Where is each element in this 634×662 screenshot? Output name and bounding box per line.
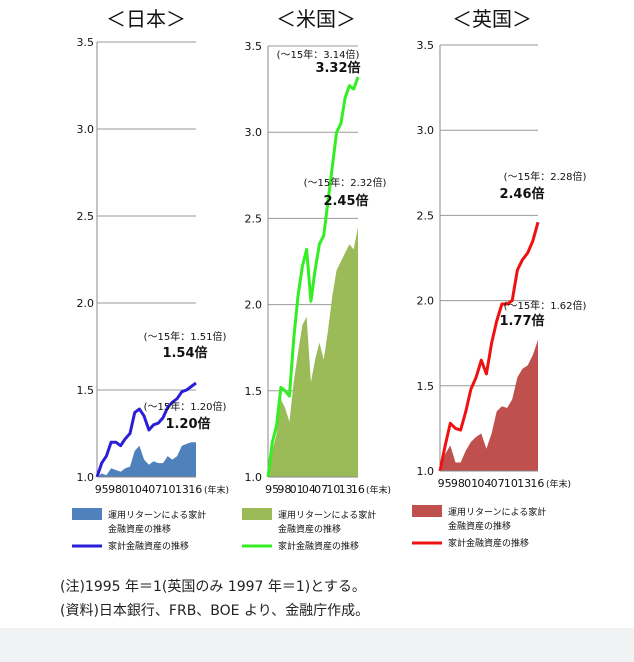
x-tick-label: 10 [162,483,176,496]
chart-title: ＜英国＞ [452,7,532,31]
legend-area-label: 金融資産の推移 [108,523,171,535]
y-tick-label: 2.5 [245,212,263,225]
x-tick-label: 13 [517,477,531,490]
x-axis-unit: (年末) [546,478,571,490]
x-tick-label: 01 [464,477,478,490]
y-tick-label: 1.5 [417,380,435,393]
x-tick-label: 95 [265,483,279,496]
area-annotation-value: 1.20倍 [165,416,210,432]
bottom-band [0,628,634,662]
area-series [97,442,196,477]
y-tick-label: 2.0 [417,295,435,308]
x-tick-label: 04 [302,483,316,496]
x-tick-label: 07 [314,483,328,496]
line-series [266,76,360,478]
legend-area-swatch [242,508,272,520]
x-tick-label: 13 [339,483,353,496]
legend-area-label: 運用リターンによる家計 [448,506,546,518]
legend-area-swatch [412,505,442,517]
legend-line-label: 家計金融資産の推移 [448,537,529,549]
area-annotation-value: 1.77倍 [499,313,544,329]
x-tick-label: 04 [135,483,149,496]
area-series [268,227,358,477]
line-series [95,381,197,478]
x-tick-label: 10 [504,477,518,490]
legend-line-label: 家計金融資産の推移 [108,540,189,552]
y-tick-label: 3.5 [77,36,95,49]
x-tick-label: 98 [108,483,122,496]
area-annotation-sub: (～15年：1.62倍) [504,299,587,312]
x-tick-label: 16 [351,483,365,496]
x-tick-label: 10 [326,483,340,496]
line-annotation-sub: (～15年：2.28倍) [504,170,587,183]
x-axis-unit: (年末) [366,484,391,496]
x-tick-label: 95 [438,477,452,490]
line-annotation-value: 1.54倍 [162,345,207,361]
x-tick-label: 01 [290,483,304,496]
x-tick-label: 04 [477,477,491,490]
y-tick-label: 3.0 [417,124,435,137]
legend-area-label: 金融資産の推移 [448,520,511,532]
source-note: (資料)日本銀行、FRB、BOE より、金融庁作成。 [60,603,370,619]
legend-area-swatch [72,508,102,520]
x-tick-label: 95 [95,483,109,496]
x-tick-label: 13 [175,483,189,496]
chart-title: ＜米国＞ [276,7,356,31]
legend-line-label: 家計金融資産の推移 [278,540,359,552]
area-annotation-sub: (～15年：2.32倍) [304,176,387,189]
x-tick-label: 07 [491,477,505,490]
line-series [438,221,540,472]
area-annotation-value: 2.45倍 [323,193,368,209]
area-series [440,339,538,471]
line-annotation-value: 3.32倍 [315,60,360,76]
x-tick-label: 16 [530,477,544,490]
y-tick-label: 1.0 [77,471,95,484]
y-tick-label: 2.5 [417,209,435,222]
line-annotation-value: 2.46倍 [499,186,544,202]
y-tick-label: 3.0 [77,123,95,136]
y-tick-label: 1.0 [245,471,263,484]
y-tick-label: 2.0 [77,297,95,310]
y-tick-label: 1.5 [245,385,263,398]
line-annotation-sub: (～15年：3.14倍) [277,48,360,61]
x-tick-label: 98 [451,477,465,490]
x-tick-label: 01 [121,483,135,496]
x-tick-label: 98 [277,483,291,496]
x-tick-label: 16 [188,483,202,496]
legend-area-label: 金融資産の推移 [278,523,341,535]
chart-title: ＜日本＞ [106,7,186,31]
y-tick-label: 2.5 [77,210,95,223]
y-tick-label: 3.5 [417,39,435,52]
y-tick-label: 1.5 [77,384,95,397]
footnote: (注)1995 年＝1(英国のみ 1997 年＝1)とする。 [60,579,366,595]
y-tick-label: 2.0 [245,299,263,312]
legend-area-label: 運用リターンによる家計 [108,509,206,521]
y-tick-label: 3.0 [245,126,263,139]
y-tick-label: 1.0 [417,465,435,478]
x-axis-unit: (年末) [204,484,229,496]
legend-area-label: 運用リターンによる家計 [278,509,376,521]
area-annotation-sub: (～15年：1.20倍) [144,400,227,413]
x-tick-label: 07 [148,483,162,496]
y-tick-label: 3.5 [245,40,263,53]
charts-svg: ＜日本＞1.01.52.02.53.03.595 98 01 04 07 10 13 16 (年… [72,7,587,552]
line-annotation-sub: (～15年：1.51倍) [144,330,227,343]
